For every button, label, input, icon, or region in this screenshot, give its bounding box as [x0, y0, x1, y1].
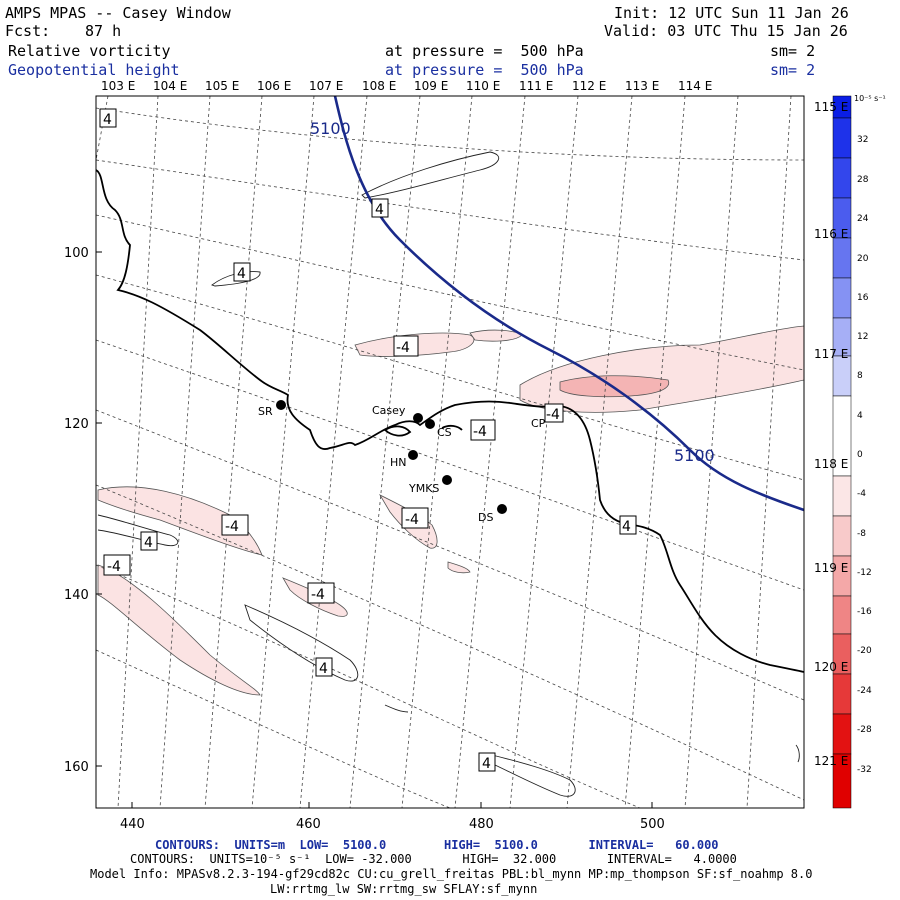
right-lon-115: 115 E [814, 100, 848, 114]
vort-label-neg-4: -4 [405, 512, 419, 528]
right-lon-116: 116 E [814, 227, 848, 241]
right-lon-120: 120 E [814, 660, 848, 674]
colorbar-label-neg4: -4 [857, 489, 866, 499]
colorbar-label-8: 8 [857, 371, 863, 381]
colorbar-unit: 10⁻⁵ s⁻¹ [854, 94, 886, 103]
top-lon-109: 109 E [414, 79, 448, 93]
colorbar-label-neg32: -32 [857, 765, 872, 775]
negative-vorticity-fill [97, 325, 804, 696]
colorbar-label-neg24: -24 [857, 686, 872, 696]
x-tick-460: 460 [296, 817, 321, 832]
vort-label-south: 4 [319, 661, 328, 677]
y-tick-120: 120 [64, 417, 89, 432]
y-tick-140: 140 [64, 588, 89, 603]
station-label-cs: CS [437, 426, 452, 439]
colorbar-label-neg16: -16 [857, 607, 872, 617]
valid-time: Valid: 03 UTC Thu 15 Jan 26 [604, 22, 848, 40]
footer-vorticity-contours: CONTOURS: UNITS=10⁻⁵ s⁻¹ LOW= -32.000 HI… [130, 852, 737, 866]
top-lon-103: 103 E [101, 79, 135, 93]
colorbar-label-24: 24 [857, 214, 869, 224]
station-label-ymks: YMKS [408, 482, 439, 495]
plot-frame [95, 95, 805, 809]
top-lon-112: 112 E [572, 79, 606, 93]
graticule [96, 96, 804, 808]
vort-label-neg-6: -4 [311, 587, 325, 603]
vort-label-west: 4 [144, 535, 153, 551]
map-title: AMPS MPAS -- Casey Window [5, 4, 231, 22]
right-lon-121: 121 E [814, 754, 848, 768]
footer-model-physics: LW:rrtmg_lw SW:rrtmg_sw SFLAY:sf_mynn [270, 882, 538, 896]
x-tick-500: 500 [640, 817, 665, 832]
field1-level: at pressure = 500 hPa [385, 42, 584, 60]
vort-label-north: 4 [375, 202, 384, 218]
right-lon-117: 117 E [814, 347, 848, 361]
station-label-ds: DS [478, 511, 493, 524]
field2-level: at pressure = 500 hPa [385, 61, 584, 79]
field1-smoothing: sm= 2 [770, 42, 816, 60]
top-lon-105: 105 E [205, 79, 239, 93]
positive-vorticity-contours [97, 151, 800, 797]
colorbar-label-16: 16 [857, 293, 869, 303]
top-lon-107: 107 E [309, 79, 343, 93]
height-label-5100-top: 5100 [310, 119, 351, 138]
vort-label-east: 4 [622, 519, 631, 535]
colorbar-label-4: 4 [857, 411, 863, 421]
colorbar-label-0: 0 [857, 450, 863, 460]
y-tick-160: 160 [64, 760, 89, 775]
vort-label-neg-5: -4 [107, 559, 121, 575]
forecast-hour: 87 h [85, 22, 122, 40]
vort-label-neg-cp: -4 [546, 407, 560, 423]
station-label-casey: Casey [372, 404, 406, 417]
footer-height-contours: CONTOURS: UNITS=m LOW= 5100.0 HIGH= 5100… [155, 838, 719, 852]
top-lon-106: 106 E [257, 79, 291, 93]
footer-model-info: Model Info: MPASv8.2.3-194-gf29cd82c CU:… [90, 867, 813, 881]
x-tick-480: 480 [469, 817, 494, 832]
init-time: Init: 12 UTC Sun 11 Jan 26 [614, 4, 849, 22]
station-label-cp: CP [531, 417, 546, 430]
field2-name: Geopotential height [8, 61, 180, 79]
colorbar-label-neg20: -20 [857, 646, 872, 656]
forecast-label: Fcst: [5, 22, 51, 40]
height-label-5100-right: 5100 [674, 446, 715, 465]
top-lon-114: 114 E [678, 79, 712, 93]
vort-label-northwest: 4 [237, 266, 246, 282]
y-tick-100: 100 [64, 246, 89, 261]
colorbar-label-20: 20 [857, 254, 869, 264]
colorbar [832, 95, 852, 809]
vort-label-top-left: 4 [103, 112, 112, 128]
field2-smoothing: sm= 2 [770, 61, 816, 79]
station-markers [276, 400, 559, 514]
colorbar-label-neg8: -8 [857, 529, 866, 539]
colorbar-label-28: 28 [857, 175, 869, 185]
height-contour-5100 [333, 96, 804, 512]
x-tick-440: 440 [120, 817, 145, 832]
colorbar-label-neg28: -28 [857, 725, 872, 735]
field1-name: Relative vorticity [8, 42, 171, 60]
top-lon-111: 111 E [519, 79, 553, 93]
top-lon-110: 110 E [466, 79, 500, 93]
colorbar-label-32: 32 [857, 135, 868, 145]
vort-label-neg-2: -4 [473, 424, 487, 440]
colorbar-label-neg12: -12 [857, 568, 872, 578]
right-lon-118: 118 E [814, 457, 848, 471]
axis-ticks [96, 251, 653, 808]
top-lon-104: 104 E [153, 79, 187, 93]
vort-label-neg-3: -4 [225, 519, 239, 535]
coastline [96, 169, 804, 673]
vort-label-neg-1: -4 [396, 340, 410, 356]
station-label-sr: SR [258, 405, 273, 418]
colorbar-label-12: 12 [857, 332, 868, 342]
station-label-hn: HN [390, 456, 407, 469]
top-lon-108: 108 E [362, 79, 396, 93]
vort-label-bottom: 4 [482, 756, 491, 772]
top-lon-113: 113 E [625, 79, 659, 93]
right-lon-119: 119 E [814, 561, 848, 575]
